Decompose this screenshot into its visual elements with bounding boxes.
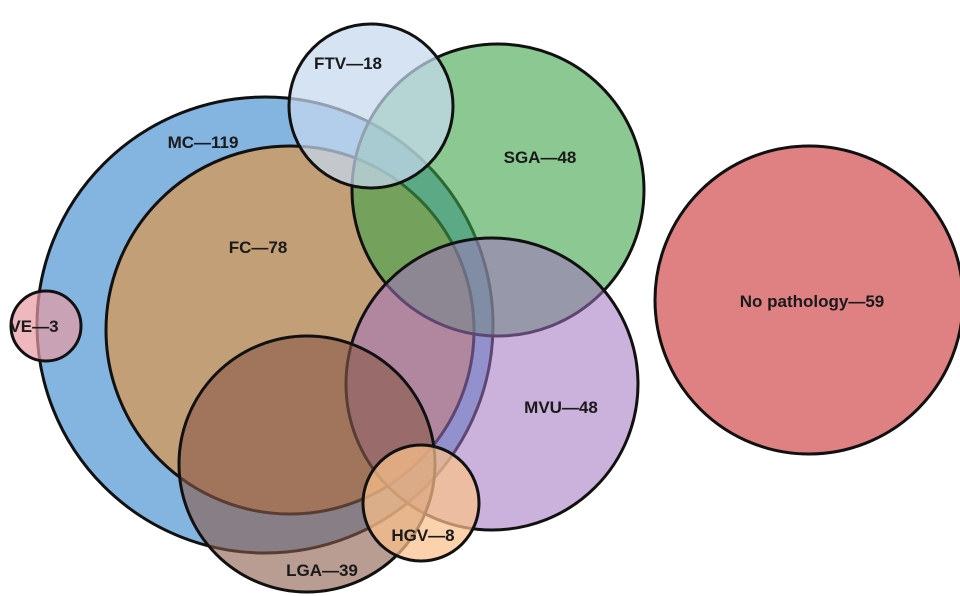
set-label-ve: VE—3 (9, 317, 58, 336)
set-circle-ve (9, 289, 83, 363)
set-circle-nopath (653, 144, 960, 456)
set-label-mvu: MVU—48 (524, 398, 598, 417)
set-labels: MC—119 FC—78 SGA—48 FTV—18 MVU—48 LGA—39 HGV—8… (9, 54, 884, 580)
set-label-nopath: No pathology—59 (740, 292, 885, 311)
set-circle-ftv (287, 22, 455, 190)
set-label-ftv: FTV—18 (314, 54, 382, 73)
set-circles (9, 22, 960, 594)
set-label-hgv: HGV—8 (391, 526, 454, 545)
set-circle-hgv (361, 443, 481, 563)
set-label-mc: MC—119 (168, 133, 239, 152)
set-label-lga: LGA—39 (286, 561, 358, 580)
set-label-sga: SGA—48 (504, 148, 577, 167)
set-label-fc: FC—78 (229, 238, 288, 257)
